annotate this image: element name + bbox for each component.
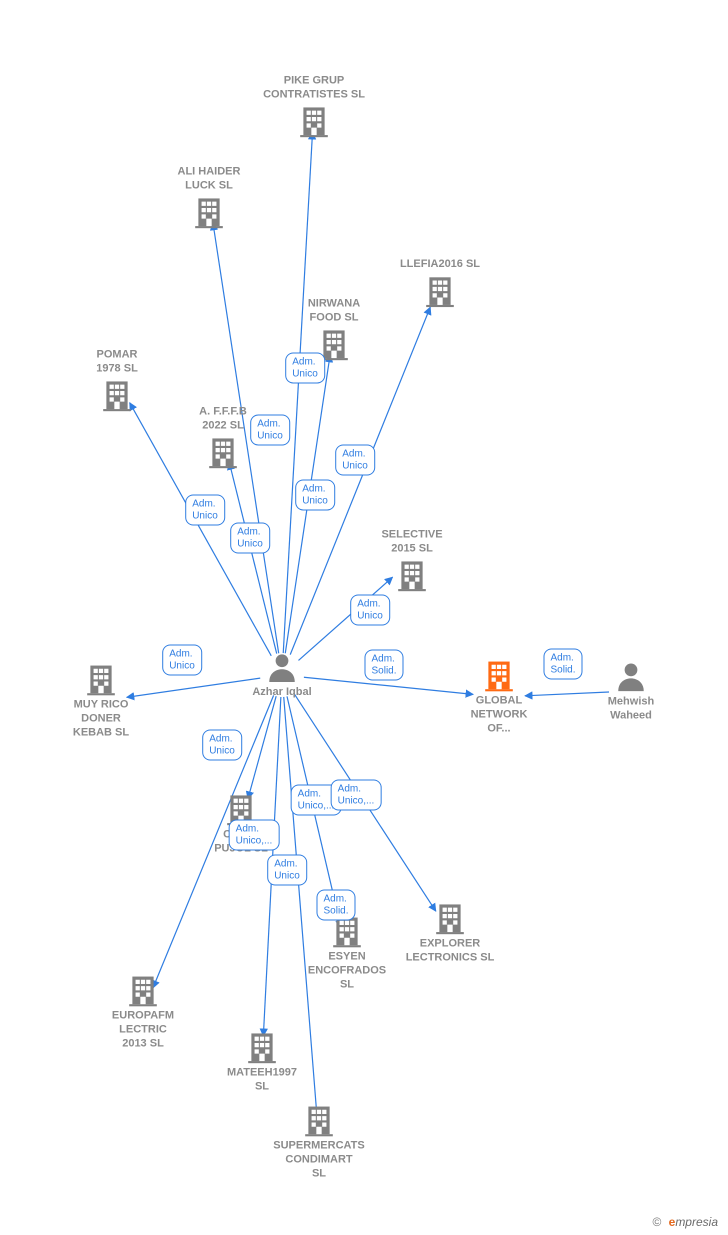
- edge-label: Adm. Unico: [285, 353, 325, 384]
- edge-label: Adm. Unico: [185, 495, 225, 526]
- node-label: GLOBALNETWORKOF...: [444, 694, 554, 735]
- node-label: POMAR1978 SL: [62, 348, 172, 376]
- node-pomar[interactable]: POMAR1978 SL: [62, 348, 172, 412]
- edge-label: Adm. Solid.: [316, 890, 355, 921]
- edge-label: Adm. Unico: [335, 445, 375, 476]
- node-label: NIRWANAFOOD SL: [279, 297, 389, 325]
- edge-label: Adm. Unico: [162, 645, 202, 676]
- node-label: PIKE GRUPCONTRATISTES SL: [259, 74, 369, 102]
- edge-azhar-collpujol: [248, 696, 276, 799]
- node-azhar[interactable]: Azhar Iqbal: [227, 650, 337, 700]
- edge-label: Adm. Unico: [250, 415, 290, 446]
- node-global[interactable]: GLOBALNETWORKOF...: [444, 658, 554, 735]
- node-alihaider[interactable]: ALI HAIDERLUCK SL: [154, 165, 264, 229]
- node-label: MUY RICODONERKEBAB SL: [46, 698, 156, 739]
- edge-label: Adm. Unico: [230, 523, 270, 554]
- edge-label: Adm. Unico: [350, 595, 390, 626]
- node-label: EUROPAFMLECTRIC2013 SL: [88, 1009, 198, 1050]
- node-llefia[interactable]: LLEFIA2016 SL: [385, 258, 495, 308]
- edge-label: Adm. Unico: [295, 480, 335, 511]
- node-pike[interactable]: PIKE GRUPCONTRATISTES SL: [259, 74, 369, 138]
- building-icon: [395, 901, 505, 935]
- node-nirwana[interactable]: NIRWANAFOOD SL: [279, 297, 389, 361]
- node-selective[interactable]: SELECTIVE2015 SL: [357, 528, 467, 592]
- node-label: MATEEH1997SL: [207, 1066, 317, 1094]
- building-icon: [62, 378, 172, 412]
- node-mateeh[interactable]: MATEEH1997SL: [207, 1030, 317, 1094]
- edge-label: Adm. Unico,...: [229, 820, 280, 851]
- brand-rest: mpresia: [675, 1215, 718, 1229]
- edge-azhar-afffb: [229, 462, 276, 653]
- node-label: Azhar Iqbal: [227, 686, 337, 700]
- building-icon: [444, 658, 554, 692]
- edge-azhar-pike: [283, 132, 312, 653]
- edge-label: Adm. Solid.: [543, 649, 582, 680]
- building-icon: [259, 104, 369, 138]
- node-mehwish[interactable]: MehwishWaheed: [576, 659, 686, 723]
- person-icon: [576, 659, 686, 693]
- building-icon: [207, 1030, 317, 1064]
- building-icon: [88, 973, 198, 1007]
- node-label: SELECTIVE2015 SL: [357, 528, 467, 556]
- edge-label: Adm. Unico: [202, 730, 242, 761]
- building-icon: [264, 1103, 374, 1137]
- node-label: MehwishWaheed: [576, 695, 686, 723]
- edge-label: Adm. Unico: [267, 855, 307, 886]
- copyright-symbol: ©: [652, 1215, 661, 1229]
- node-supermer[interactable]: SUPERMERCATSCONDIMARTSL: [264, 1103, 374, 1180]
- watermark: © empresia: [652, 1215, 718, 1229]
- node-muyrico[interactable]: MUY RICODONERKEBAB SL: [46, 662, 156, 739]
- building-icon: [46, 662, 156, 696]
- person-icon: [227, 650, 337, 684]
- edge-label: Adm. Solid.: [364, 650, 403, 681]
- node-esyen[interactable]: ESYENENCOFRADOSSL: [292, 914, 402, 991]
- node-label: ALI HAIDERLUCK SL: [154, 165, 264, 193]
- node-explorer[interactable]: EXPLORERLECTRONICS SL: [395, 901, 505, 965]
- node-label: EXPLORERLECTRONICS SL: [395, 937, 505, 965]
- building-icon: [357, 558, 467, 592]
- building-icon: [385, 274, 495, 308]
- edge-label: Adm. Unico,...: [331, 780, 382, 811]
- building-icon: [154, 195, 264, 229]
- node-label: ESYENENCOFRADOSSL: [292, 950, 402, 991]
- node-europafm[interactable]: EUROPAFMLECTRIC2013 SL: [88, 973, 198, 1050]
- node-label: SUPERMERCATSCONDIMARTSL: [264, 1139, 374, 1180]
- node-label: LLEFIA2016 SL: [385, 258, 495, 272]
